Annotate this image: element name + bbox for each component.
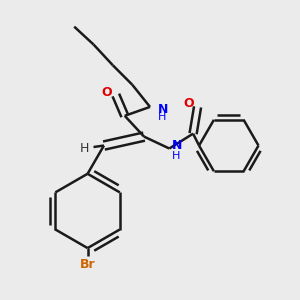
- Text: N: N: [172, 139, 183, 152]
- Text: Br: Br: [80, 258, 95, 271]
- Text: H: H: [80, 142, 89, 155]
- Text: N: N: [158, 103, 168, 116]
- Text: O: O: [183, 98, 194, 110]
- Text: H: H: [158, 112, 166, 122]
- Text: H: H: [172, 151, 181, 161]
- Text: O: O: [102, 85, 112, 98]
